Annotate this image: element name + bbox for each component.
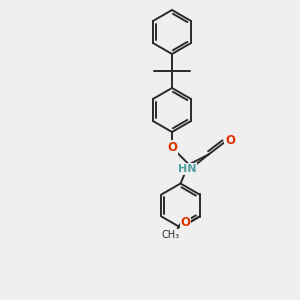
Text: HN: HN	[178, 164, 196, 174]
Text: CH₃: CH₃	[161, 230, 180, 239]
Text: O: O	[225, 134, 235, 147]
Text: O: O	[167, 141, 177, 154]
Text: O: O	[181, 216, 190, 229]
